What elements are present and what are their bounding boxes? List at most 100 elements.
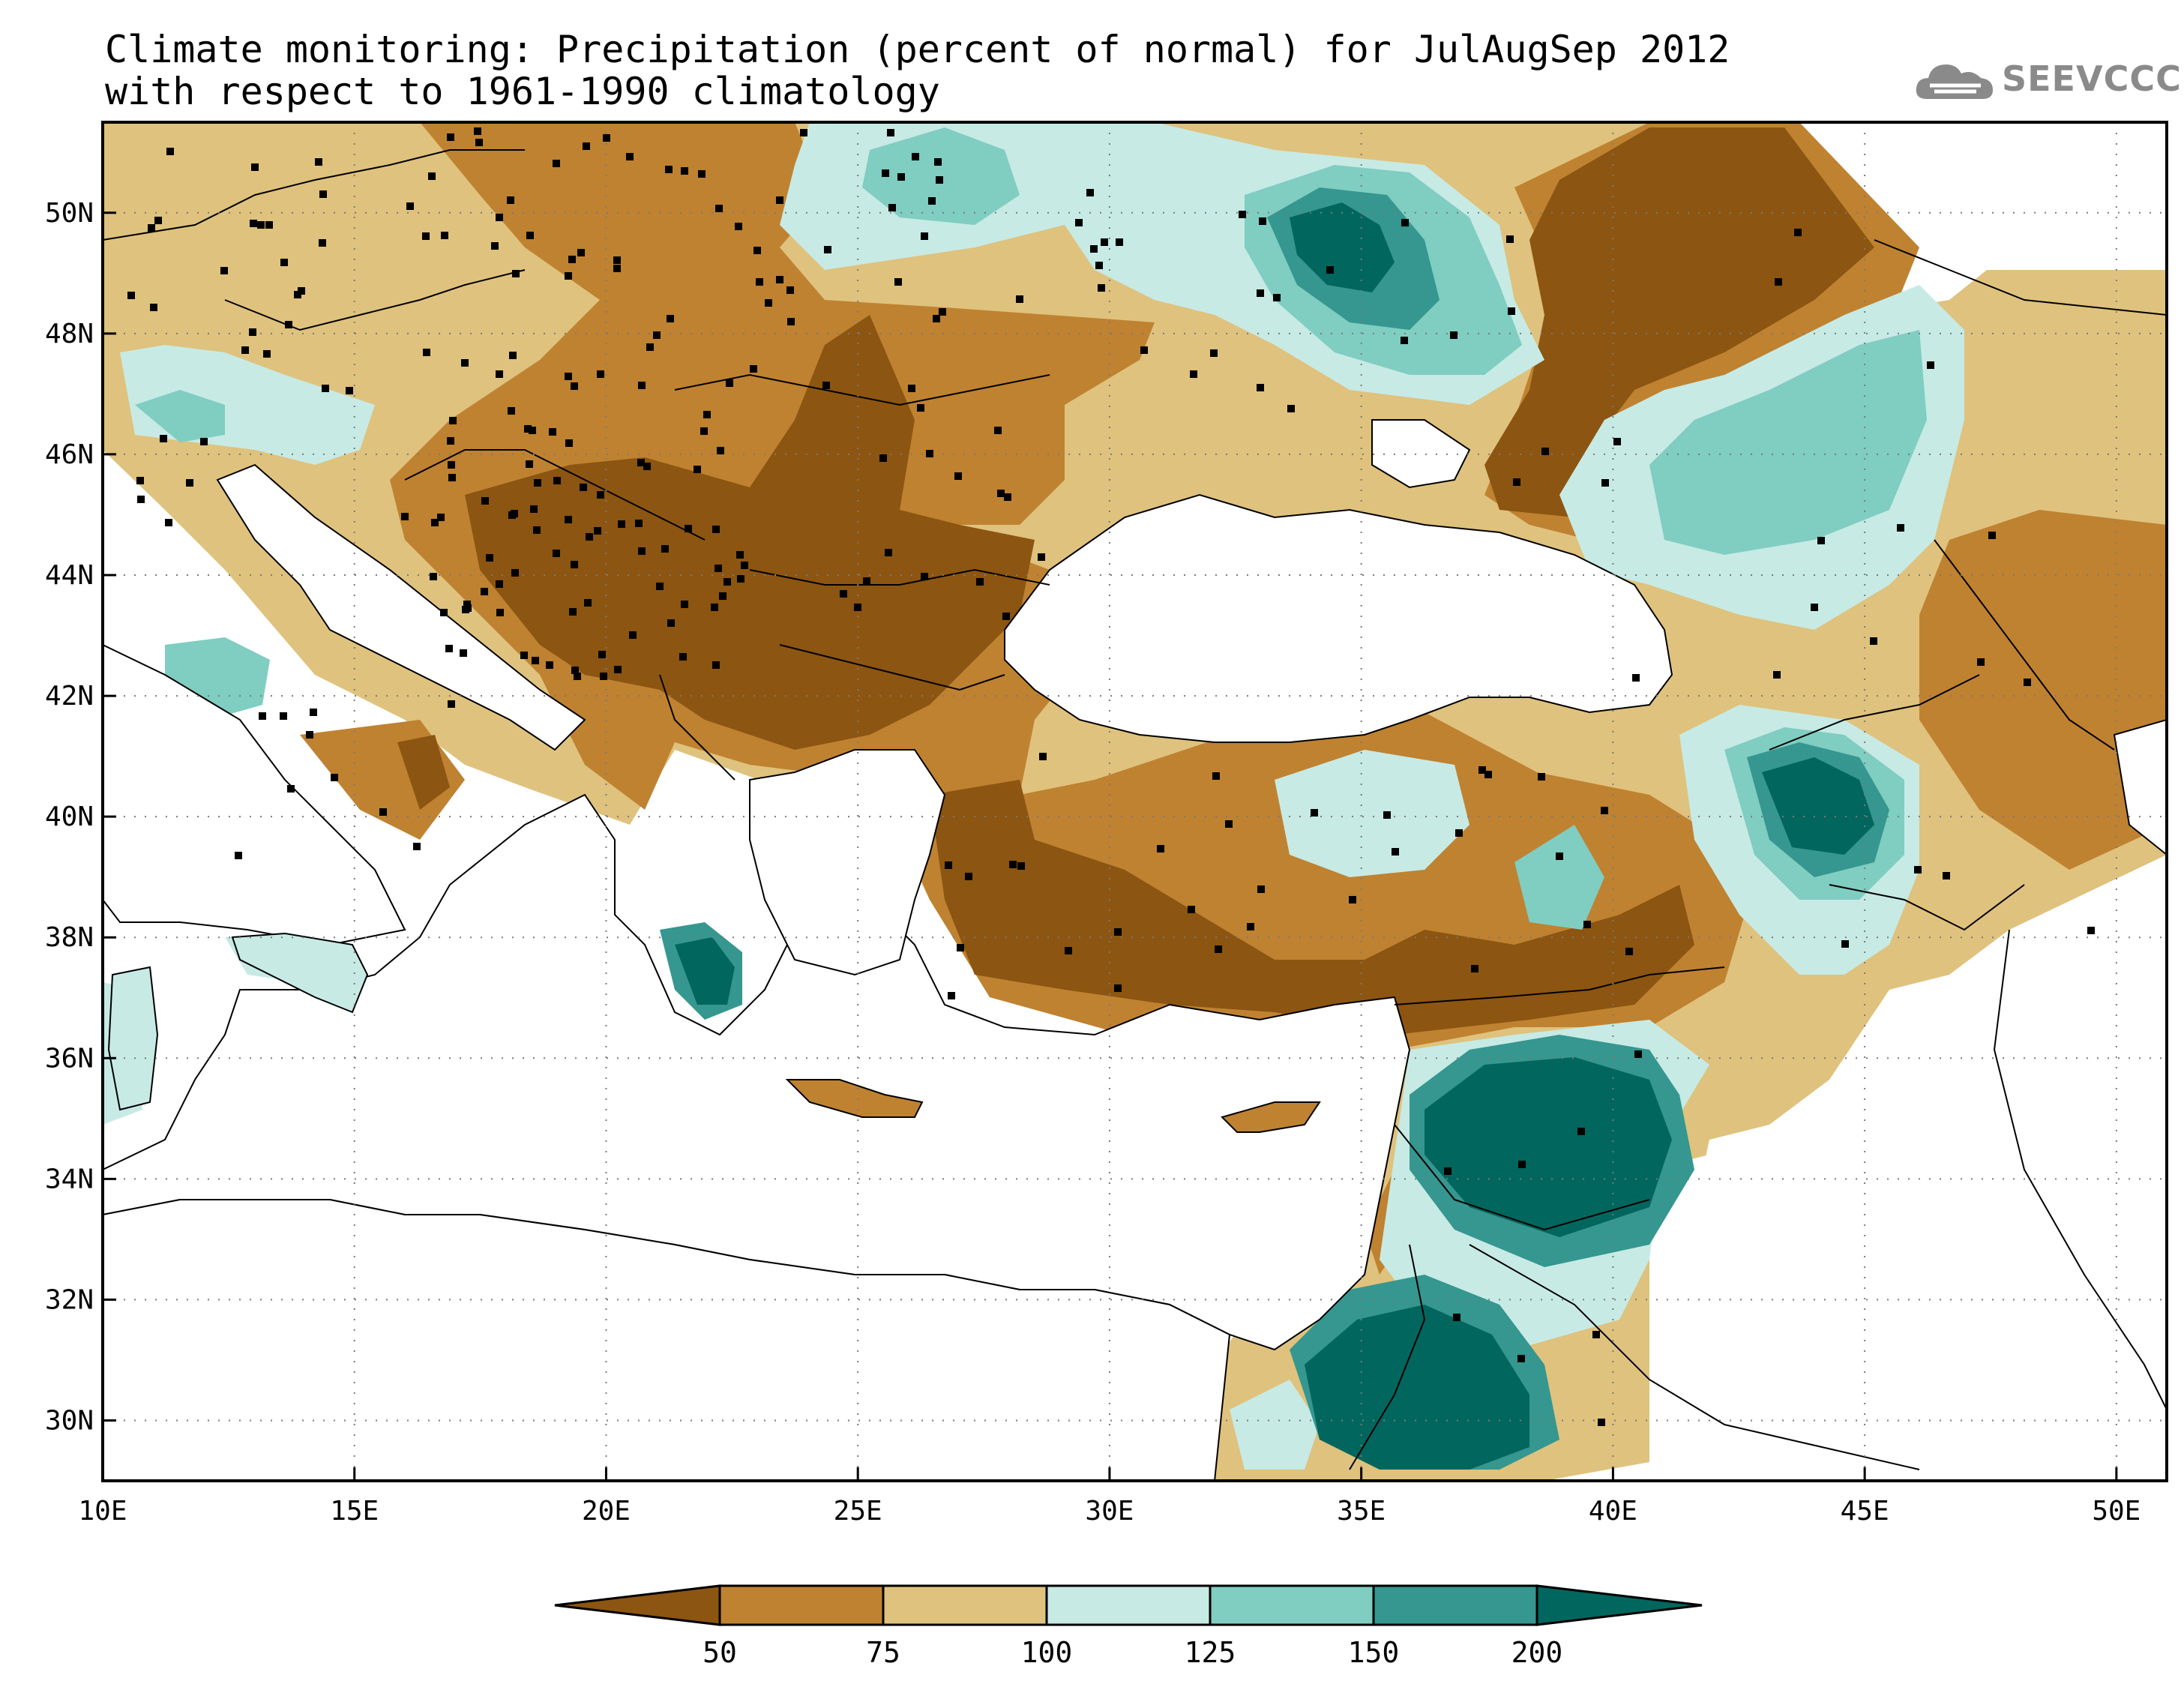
station-marker	[1116, 238, 1123, 246]
station-marker	[1140, 346, 1148, 354]
station-marker	[994, 427, 1002, 434]
station-marker	[1210, 349, 1218, 357]
map-title-line-1: Climate monitoring: Precipitation (perce…	[105, 28, 1730, 71]
north-africa-land	[103, 1199, 1231, 1481]
station-marker	[511, 569, 519, 577]
lat-tick-label: 34N	[45, 1164, 94, 1194]
station-marker	[1471, 965, 1478, 972]
lat-tick-label: 32N	[45, 1284, 94, 1315]
station-marker	[756, 278, 763, 286]
station-marker	[571, 561, 578, 568]
station-marker	[532, 657, 539, 664]
station-marker	[584, 599, 592, 607]
station-marker	[667, 619, 675, 627]
station-marker	[449, 417, 457, 424]
station-marker	[765, 299, 772, 307]
station-marker	[737, 575, 744, 583]
station-marker	[613, 256, 621, 264]
lon-tick-label: 25E	[834, 1496, 882, 1527]
station-marker	[1977, 658, 1985, 666]
station-marker	[656, 583, 664, 590]
station-marker	[553, 550, 560, 557]
station-marker	[512, 270, 520, 277]
station-marker	[1017, 862, 1025, 870]
station-marker	[1870, 637, 1877, 645]
station-marker	[460, 649, 467, 657]
field-100-125-turkey	[1275, 750, 1469, 877]
lon-tick-label: 35E	[1337, 1496, 1386, 1527]
station-marker	[1517, 1355, 1525, 1362]
station-marker	[1538, 773, 1545, 781]
station-marker	[1114, 984, 1122, 992]
station-marker	[280, 259, 288, 266]
station-marker	[315, 158, 322, 166]
station-marker	[1038, 553, 1045, 561]
legend-label: 200	[1511, 1636, 1563, 1669]
tyrrhenian-sea	[103, 643, 406, 946]
station-marker	[586, 533, 593, 541]
station-marker	[882, 169, 889, 177]
station-marker	[715, 205, 723, 212]
station-marker	[712, 661, 720, 669]
station-marker	[638, 382, 646, 389]
station-marker	[1897, 524, 1904, 532]
station-marker	[735, 223, 742, 230]
station-marker	[259, 712, 266, 720]
lat-tick-label: 30N	[45, 1405, 94, 1436]
station-marker	[1556, 852, 1563, 860]
station-marker	[306, 731, 313, 739]
station-marker	[1598, 1419, 1605, 1426]
station-marker	[1095, 262, 1103, 269]
station-marker	[428, 172, 436, 180]
station-marker	[681, 601, 688, 608]
lat-tick-label: 50N	[45, 198, 94, 229]
station-marker	[741, 562, 748, 569]
station-marker	[322, 385, 329, 392]
station-marker	[1577, 1128, 1585, 1135]
station-marker	[1401, 337, 1408, 344]
station-marker	[1016, 295, 1023, 303]
station-marker	[1190, 370, 1197, 378]
station-marker	[475, 139, 483, 146]
station-marker	[711, 604, 718, 611]
station-marker	[508, 407, 515, 415]
seevccc-logo: SEEVCCC	[1912, 46, 2181, 114]
station-marker	[1383, 811, 1391, 819]
lon-tick-label: 45E	[1841, 1496, 1889, 1527]
station-marker	[897, 173, 905, 181]
lon-tick-label: 40E	[1589, 1496, 1637, 1527]
station-marker	[235, 852, 242, 859]
station-marker	[776, 276, 783, 283]
station-marker	[685, 525, 692, 532]
station-marker	[549, 428, 556, 436]
station-marker	[1513, 478, 1520, 486]
station-marker	[241, 346, 249, 354]
station-marker	[1090, 245, 1098, 253]
station-marker	[448, 700, 455, 708]
station-marker	[1817, 537, 1825, 544]
station-marker	[1444, 1167, 1452, 1175]
station-marker	[928, 197, 936, 205]
legend-label: 150	[1348, 1636, 1400, 1669]
station-marker	[879, 454, 887, 462]
station-marker	[1188, 906, 1195, 913]
station-marker	[887, 129, 894, 136]
station-marker	[717, 447, 724, 454]
station-marker	[574, 673, 581, 680]
station-marker	[474, 127, 481, 135]
station-marker	[154, 217, 162, 224]
station-marker	[1632, 674, 1640, 682]
station-marker	[908, 385, 915, 392]
station-marker	[635, 520, 643, 527]
station-marker	[1002, 613, 1010, 620]
legend-arrow-high	[1535, 1584, 1703, 1626]
station-marker	[220, 267, 228, 274]
station-marker	[509, 352, 517, 359]
station-marker	[447, 133, 454, 141]
station-marker	[863, 577, 870, 585]
station-marker	[406, 202, 414, 210]
station-marker	[565, 272, 572, 280]
station-marker	[533, 526, 541, 534]
longitude-axis: 10E 15E 20E 25E 30E 35E 40E 45E 50E	[78, 1496, 2141, 1527]
station-marker	[1311, 809, 1318, 817]
